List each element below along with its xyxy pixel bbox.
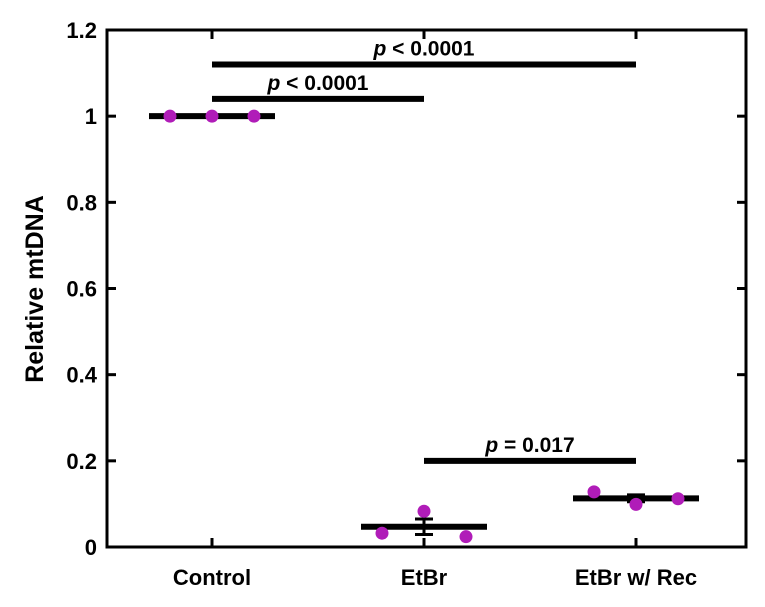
p-value-label: p < 0.0001 (267, 72, 369, 95)
data-point (247, 109, 261, 123)
y-axis-ticks: 0 0.2 0.4 0.6 0.8 1 1.2 (66, 18, 746, 560)
mean-bars (149, 113, 699, 537)
data-point (671, 492, 685, 506)
x-tick-label: Control (173, 565, 251, 590)
data-point (205, 109, 219, 123)
y-tick-label: 1.2 (66, 18, 97, 43)
data-point (459, 530, 473, 544)
p-value-text: = 0.017 (498, 434, 574, 457)
plot-frame (105, 28, 748, 549)
y-tick-label: 0.6 (66, 277, 97, 302)
x-axis-ticks: Control EtBr EtBr w/ Rec (173, 30, 697, 590)
data-points (163, 109, 685, 544)
p-symbol: p (484, 434, 498, 457)
x-tick-label: EtBr w/ Rec (575, 565, 697, 590)
y-tick-label: 0.2 (66, 449, 97, 474)
y-axis-title: Relative mtDNA (21, 195, 49, 383)
data-point (629, 497, 643, 511)
data-point (375, 526, 389, 540)
p-value-text: < 0.0001 (280, 72, 368, 95)
p-symbol: p (373, 37, 387, 60)
data-point (163, 109, 177, 123)
y-tick-label: 0.8 (66, 190, 97, 215)
p-symbol: p (267, 72, 281, 95)
p-value-text: < 0.0001 (386, 37, 474, 60)
data-point (417, 504, 431, 518)
p-value-label: p < 0.0001 (373, 37, 475, 60)
y-tick-label: 0 (85, 535, 97, 560)
p-value-label: p = 0.017 (484, 434, 574, 457)
data-point (587, 485, 601, 499)
y-tick-label: 1 (85, 104, 97, 129)
y-tick-label: 0.4 (66, 363, 97, 388)
x-tick-label: EtBr (401, 565, 448, 590)
